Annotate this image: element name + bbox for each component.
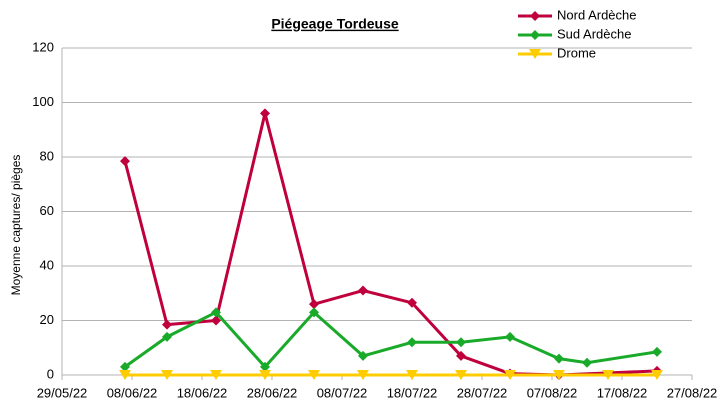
- x-tick-label: 07/08/22: [527, 385, 578, 400]
- x-tick-label: 08/06/22: [107, 385, 158, 400]
- x-tick-label: 28/06/22: [247, 385, 298, 400]
- point: [582, 357, 592, 368]
- legend-marker: [530, 11, 540, 21]
- point: [309, 307, 319, 318]
- point: [456, 337, 466, 348]
- x-tick-label: 08/07/22: [317, 385, 368, 400]
- point: [119, 370, 131, 380]
- x-tick-label: 17/08/22: [597, 385, 648, 400]
- y-axis-label: Moyenne captures/ pièges: [9, 155, 23, 296]
- point: [358, 285, 368, 296]
- point: [120, 156, 130, 167]
- point: [651, 370, 663, 380]
- chart-title: Piégeage Tordeuse: [271, 16, 399, 32]
- point: [260, 361, 270, 372]
- legend-label: Sud Ardèche: [557, 26, 631, 41]
- x-tick-label: 28/07/22: [457, 385, 508, 400]
- series-line: [124, 310, 658, 370]
- legend-marker: [530, 30, 540, 40]
- point: [504, 370, 516, 380]
- point: [210, 370, 222, 380]
- point: [162, 319, 172, 330]
- x-tick-label: 18/07/22: [387, 385, 438, 400]
- point: [602, 370, 614, 380]
- x-tick-label: 29/05/22: [37, 385, 88, 400]
- point: [260, 108, 270, 119]
- point: [357, 370, 369, 380]
- y-tick-label: 60: [40, 203, 54, 218]
- point: [407, 297, 417, 308]
- legend-label: Drome: [557, 45, 596, 60]
- x-tick-label: 18/06/22: [177, 385, 228, 400]
- point: [553, 370, 565, 380]
- point: [456, 350, 466, 361]
- legend-marker: [529, 49, 541, 59]
- y-tick-label: 0: [47, 366, 54, 381]
- point: [652, 346, 662, 357]
- point: [309, 299, 319, 310]
- point: [162, 331, 172, 342]
- point: [161, 370, 173, 380]
- y-tick-label: 40: [40, 257, 54, 272]
- point: [358, 350, 368, 361]
- point: [308, 370, 320, 380]
- y-tick-label: 80: [40, 148, 54, 163]
- series-line: [123, 113, 658, 377]
- point: [120, 361, 130, 372]
- point: [407, 337, 417, 348]
- x-tick-label: 27/08/22: [667, 385, 718, 400]
- legend-label: Nord Ardèche: [557, 7, 637, 22]
- point: [211, 315, 221, 326]
- point: [259, 370, 271, 380]
- y-tick-label: 100: [32, 94, 54, 109]
- y-tick-label: 20: [40, 312, 54, 327]
- point: [505, 331, 515, 342]
- y-tick-label: 120: [32, 39, 54, 54]
- point: [211, 307, 221, 318]
- point: [554, 353, 564, 364]
- point: [455, 370, 467, 380]
- point: [406, 370, 418, 380]
